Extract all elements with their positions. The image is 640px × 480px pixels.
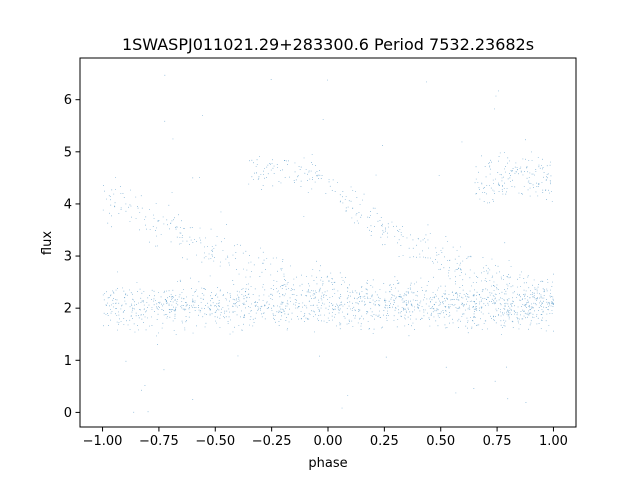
y-tick-label: 4 (64, 197, 72, 212)
x-tick-label: −1.00 (83, 434, 123, 449)
points-layer (102, 74, 555, 413)
chart-title: 1SWASPJ011021.29+283300.6 Period 7532.23… (122, 35, 534, 54)
x-tick-label: −0.75 (139, 434, 179, 449)
x-tick-label: −0.50 (195, 434, 235, 449)
plot-frame (79, 57, 577, 428)
y-tick-label: 3 (64, 250, 72, 265)
y-tick-label: 2 (64, 302, 72, 317)
y-tick-label: 0 (64, 406, 72, 421)
x-axis-label: phase (308, 456, 347, 471)
y-axis-label: flux (40, 231, 55, 255)
x-axis: −1.00 −0.75 −0.50 −0.25 0.00 0.25 0.50 0.75 1.00 (83, 427, 568, 449)
x-tick-label: −0.25 (252, 434, 292, 449)
y-tick-label: 6 (64, 93, 72, 108)
x-tick-label: 0.00 (314, 434, 343, 449)
x-tick-label: 0.50 (426, 434, 455, 449)
y-tick-label: 5 (64, 145, 72, 160)
x-tick-label: 1.00 (539, 434, 568, 449)
x-tick-label: 0.25 (370, 434, 399, 449)
y-tick-label: 1 (64, 354, 72, 369)
y-axis: 0 1 2 3 4 5 6 (64, 93, 80, 421)
data-points (102, 74, 555, 413)
x-tick-label: 0.75 (483, 434, 512, 449)
